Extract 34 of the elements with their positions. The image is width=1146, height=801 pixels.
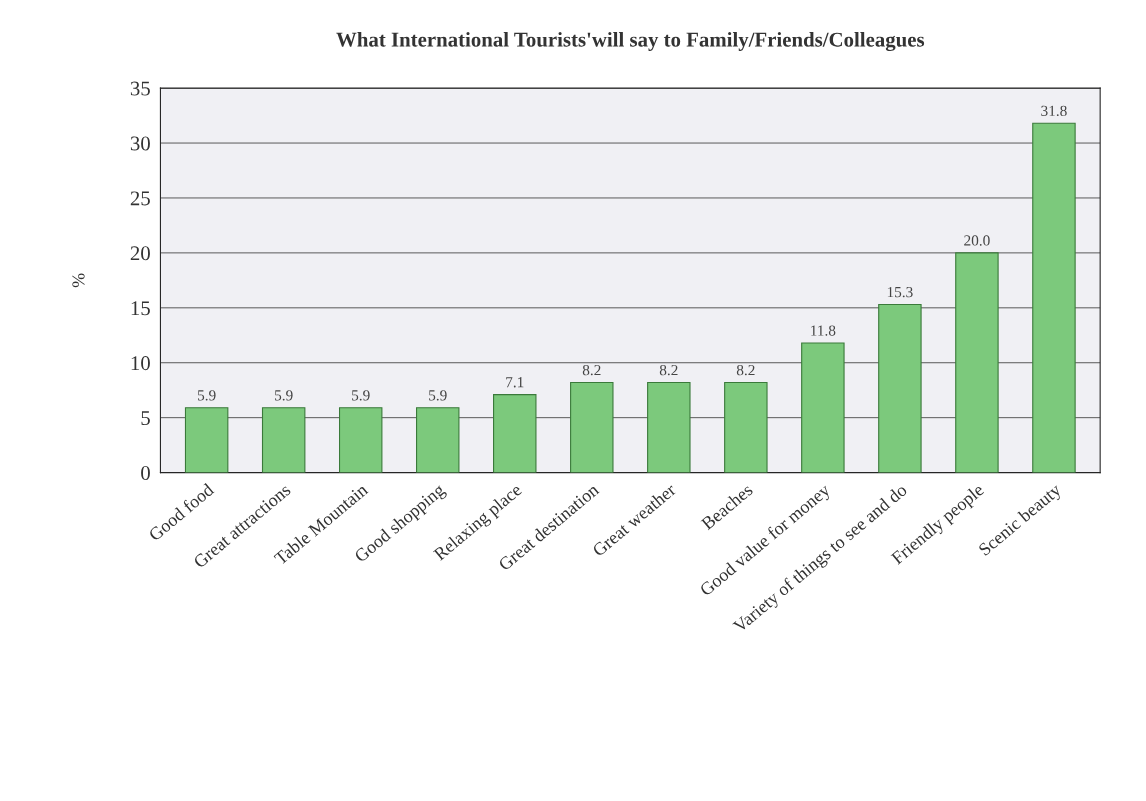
data-label: 8.2 — [736, 364, 755, 376]
data-label: 8.2 — [659, 364, 678, 376]
y-tick-label: 0 — [141, 465, 150, 481]
data-label: 5.9 — [352, 390, 370, 401]
data-label: 8.2 — [582, 364, 601, 376]
y-tick-label: 25 — [130, 191, 150, 206]
bar — [801, 342, 845, 473]
bar — [415, 407, 460, 473]
bar — [184, 407, 229, 473]
bar — [1032, 122, 1076, 473]
bar — [570, 381, 614, 473]
data-label: 5.9 — [275, 390, 293, 401]
data-label: 7.1 — [506, 377, 524, 388]
y-tick-label: 10 — [131, 356, 150, 371]
data-label: 31.8 — [1041, 105, 1067, 117]
y-axis-title: % — [72, 273, 85, 288]
y-tick-label: 20 — [130, 246, 150, 261]
bar — [878, 303, 922, 473]
data-label: 20.0 — [964, 235, 990, 246]
data-label: 15.3 — [887, 286, 913, 298]
data-label: 5.9 — [198, 390, 216, 401]
y-tick-label: 35 — [130, 81, 150, 96]
bar — [647, 381, 691, 473]
bar — [338, 407, 383, 473]
y-tick-label: 5 — [141, 411, 150, 426]
y-tick-label: 15 — [131, 301, 150, 316]
chart-title: What International Tourists'will say to Family/Friends/Colleagues — [336, 31, 925, 52]
bar — [955, 252, 999, 473]
bar — [261, 407, 306, 473]
y-tick-label: 30 — [130, 136, 150, 151]
data-label: 11.8 — [811, 325, 836, 336]
bar — [493, 394, 537, 473]
data-label: 5.9 — [429, 390, 447, 401]
bar — [724, 381, 768, 473]
